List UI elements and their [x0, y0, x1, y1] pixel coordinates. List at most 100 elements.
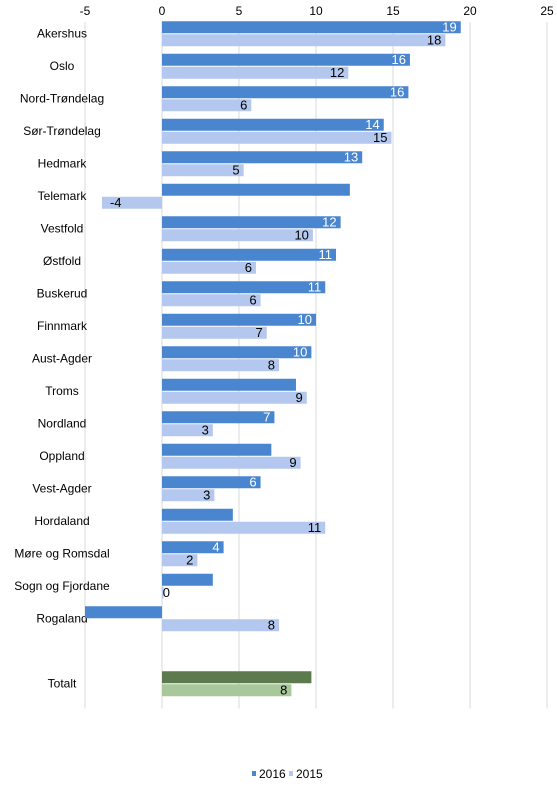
category-label: Møre og Romsdal: [14, 546, 109, 560]
value-label: 0: [163, 585, 170, 600]
legend-swatch: [252, 771, 256, 776]
x-tick-label: 15: [386, 4, 400, 18]
value-label: 8: [268, 358, 275, 373]
bar: [162, 53, 410, 66]
bar: [162, 541, 224, 554]
legend-label: 2015: [296, 767, 323, 781]
value-label: 6: [249, 475, 256, 490]
legend-swatch: [289, 771, 293, 776]
value-label: 2: [186, 553, 193, 568]
bar: [162, 411, 275, 424]
category-label: Vestfold: [41, 221, 84, 235]
category-label: Telemark: [38, 189, 88, 203]
value-label: 18: [427, 33, 441, 48]
x-tick-label: 20: [463, 4, 477, 18]
category-label: Finnmark: [37, 319, 88, 333]
value-label: 7: [263, 410, 270, 425]
value-label: 16: [390, 85, 404, 100]
bar: [162, 443, 272, 456]
bar: [162, 281, 326, 294]
value-label: 8: [280, 683, 287, 698]
bar: [162, 378, 296, 391]
category-label: Vest-Agder: [32, 481, 91, 495]
bar: [162, 521, 326, 534]
value-label: 3: [202, 423, 209, 438]
value-label: 7: [255, 325, 262, 340]
category-label: Hordaland: [34, 514, 89, 528]
category-label: Oslo: [50, 59, 75, 73]
value-label: 11: [308, 520, 322, 535]
bar: [162, 573, 213, 586]
value-label: 11: [308, 280, 322, 295]
bar: [162, 86, 409, 99]
category-label: Rogaland: [36, 611, 87, 625]
bar: [162, 99, 252, 112]
value-label: 8: [268, 618, 275, 633]
value-label: -4: [110, 195, 122, 210]
value-label: 6: [240, 98, 247, 113]
bar: [162, 489, 215, 502]
bar: [162, 508, 233, 521]
value-label: 10: [294, 228, 308, 243]
x-tick-label: -5: [80, 4, 91, 18]
category-label: Nord-Trøndelag: [20, 91, 104, 105]
bar: [162, 164, 244, 177]
bar: [85, 606, 162, 619]
bar: [162, 294, 261, 307]
value-label: 16: [391, 52, 405, 67]
bar: [162, 671, 312, 684]
value-label: 14: [365, 117, 379, 132]
value-label: 15: [373, 130, 387, 145]
value-label: 12: [330, 65, 344, 80]
value-label: 13: [344, 150, 358, 165]
category-label: Sør-Trøndelag: [23, 124, 101, 138]
bar: [162, 391, 307, 404]
legend-label: 2016: [259, 767, 286, 781]
bar: [101, 196, 162, 209]
bar: [162, 151, 363, 164]
value-label: 12: [322, 215, 336, 230]
value-label: 10: [293, 345, 307, 360]
value-label: 9: [289, 455, 296, 470]
x-tick-label: 10: [309, 4, 323, 18]
bar: [162, 131, 392, 144]
value-label: 6: [245, 260, 252, 275]
bar: [162, 619, 280, 632]
category-label: Akershus: [37, 26, 87, 40]
bar: [162, 66, 349, 79]
bar: [162, 359, 280, 372]
bar: [162, 424, 213, 437]
category-label: Østfold: [43, 254, 81, 268]
value-label: 6: [249, 293, 256, 308]
category-label: Hedmark: [38, 156, 88, 170]
category-label: Buskerud: [37, 286, 88, 300]
bar: [162, 216, 341, 229]
value-label: 5: [232, 163, 239, 178]
bar: [162, 476, 261, 489]
value-label: 11: [319, 247, 333, 262]
bar: [162, 326, 267, 339]
bar: [162, 183, 350, 196]
value-label: 9: [296, 390, 303, 405]
bar: [162, 313, 316, 326]
x-tick-label: 25: [540, 4, 554, 18]
bar: [162, 34, 446, 47]
category-label: Oppland: [39, 449, 84, 463]
category-label: Troms: [45, 384, 79, 398]
category-label: Sogn og Fjordane: [14, 579, 110, 593]
bar: [162, 554, 198, 567]
category-label: Nordland: [38, 416, 87, 430]
bar: [162, 248, 337, 261]
bar: [162, 21, 461, 34]
value-label: 4: [212, 540, 219, 555]
value-label: 19: [442, 20, 456, 35]
bar: [162, 684, 292, 697]
bar: [162, 346, 312, 359]
category-label: Totalt: [48, 676, 77, 690]
bar: [162, 118, 384, 131]
category-label: Aust-Agder: [32, 351, 92, 365]
bar: [162, 261, 256, 274]
bar: [162, 229, 313, 242]
bar: [162, 586, 164, 599]
